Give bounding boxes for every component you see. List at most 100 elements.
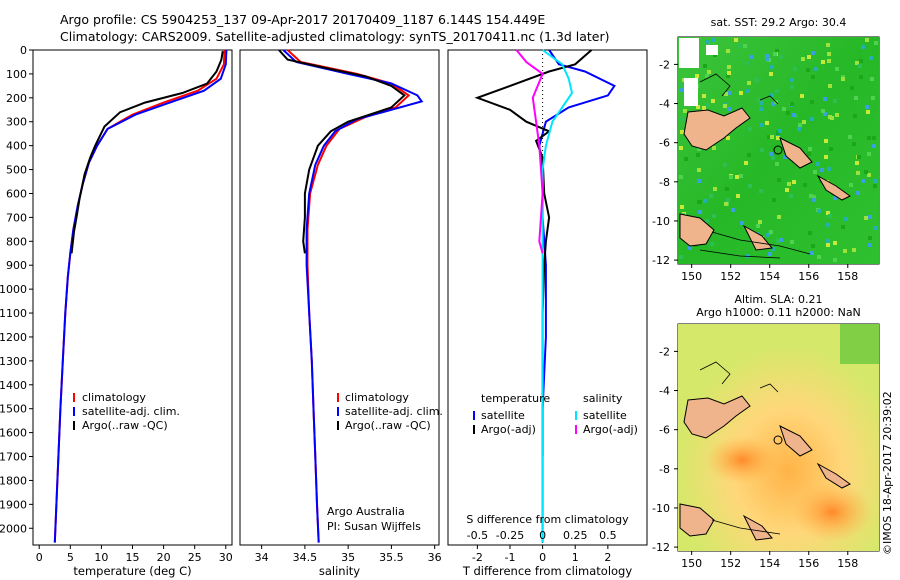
sst-pixel [776, 136, 780, 140]
sst-pixel [798, 123, 802, 127]
sst-pixel [765, 121, 769, 125]
sst-pixel [748, 184, 752, 188]
sst-pixel [723, 104, 727, 108]
sst-pixel [806, 68, 810, 72]
argo-position-marker [773, 435, 783, 445]
sst-pixel [759, 107, 763, 111]
sst-pixel [757, 98, 761, 102]
map-lon-label: 154 [759, 557, 780, 570]
sal-tick-label: 35.5 [379, 551, 404, 564]
argo-position-marker [773, 145, 783, 155]
depth-tick-label: 100 [6, 68, 27, 81]
depth-tick-label: 800 [6, 235, 27, 248]
sst-pixel [697, 147, 701, 151]
depth-tick-label: 1800 [0, 474, 27, 487]
sdiff-tick-label: 0.5 [599, 529, 617, 542]
sst-pixel [778, 129, 782, 133]
depth-tick-label: 1700 [0, 451, 27, 464]
sst-pixel [765, 57, 769, 61]
sst-pixel [695, 74, 699, 78]
temp-axis-label: temperature (deg C) [73, 564, 191, 578]
sst-pixel [802, 120, 806, 124]
tdiff-tick-label: -1 [504, 551, 515, 564]
sst-landmass [683, 107, 751, 151]
sst-pixel [703, 64, 707, 68]
sst-pixel [865, 105, 869, 109]
sst-pixel [793, 67, 797, 71]
legend-title-salinity: salinity [583, 392, 623, 405]
sst-pixel [748, 127, 752, 131]
sst-pixel [856, 171, 860, 175]
sla-landmass [779, 425, 813, 457]
sst-pixel [712, 214, 716, 218]
sst-pixel [826, 211, 830, 215]
sst-pixel [828, 84, 832, 88]
sst-pixel [745, 61, 749, 65]
sst-pixel [738, 44, 742, 48]
sst-pixel [849, 183, 853, 187]
copyright-footer: ©IMOS 18-Apr-2017 20:39:02 [881, 391, 894, 555]
sst-pixel [811, 51, 815, 55]
depth-tick-label: 1600 [0, 427, 27, 440]
tdiff-axis-label: T difference from climatology [462, 564, 633, 578]
sst-pixel [857, 155, 861, 159]
sst-pixel [810, 100, 814, 104]
sst-pixel [797, 127, 801, 131]
sst-pixel [726, 74, 730, 78]
temp-tick-label: 10 [94, 551, 108, 564]
sst-pixel [702, 106, 706, 110]
sst-pixel [679, 88, 683, 92]
map-lon-label: 150 [681, 270, 702, 283]
series-line-1-1 [53, 49, 228, 543]
sst-pixel [858, 64, 862, 68]
sst-pixel [809, 194, 813, 198]
sal-tick-label: 36 [428, 551, 442, 564]
sst-pixel [726, 198, 730, 202]
sst-pixel [823, 97, 827, 101]
map-lat-label: -4 [659, 385, 670, 398]
sla-map [678, 324, 879, 551]
annotation-pi: PI: Susan Wijffels [327, 520, 421, 533]
map-lat-label: -10 [652, 215, 670, 228]
sst-pixel [871, 96, 875, 100]
sst-pixel [783, 155, 787, 159]
sst-pixel [866, 110, 870, 114]
sst-pixel [755, 78, 759, 82]
sst-pixel [790, 78, 794, 82]
map-lat-label: -12 [652, 254, 670, 267]
sst-pixel [786, 111, 790, 115]
sst-pixel [821, 109, 825, 113]
sdiff-tick-label: -0.5 [467, 529, 488, 542]
sst-pixel [759, 101, 763, 105]
sst-pixel [707, 70, 711, 74]
sst-missing-patch [679, 38, 699, 68]
sst-pixel [873, 179, 877, 183]
sst-pixel [679, 83, 683, 87]
sst-pixel [724, 92, 728, 96]
sst-pixel [854, 96, 858, 100]
sst-pixel [859, 75, 863, 79]
map-lat-label: -6 [659, 424, 670, 437]
annotation-institution: Argo Australia [327, 505, 405, 518]
sal-tick-label: 35 [341, 551, 355, 564]
series-line-3-1 [474, 49, 593, 457]
sst-pixel [828, 214, 832, 218]
sst-pixel [800, 94, 804, 98]
sst-pixel [833, 258, 837, 262]
sst-pixel [744, 161, 748, 165]
sst-pixel [710, 242, 714, 246]
profile-panel-frame-2 [239, 49, 440, 546]
sst-pixel [736, 194, 740, 198]
tdiff-tick-label: -2 [472, 551, 483, 564]
sst-pixel [827, 167, 831, 171]
sst-landmass [679, 213, 715, 247]
sst-pixel [859, 59, 863, 63]
sst-pixel [867, 173, 871, 177]
sst-pixel [792, 113, 796, 117]
map-lat-label: -12 [652, 541, 670, 554]
sst-pixel [843, 249, 847, 253]
sla-map-hotspot [792, 482, 872, 542]
depth-tick-label: 0 [20, 44, 27, 57]
sst-pixel [826, 243, 830, 247]
map-lon-label: 156 [798, 270, 819, 283]
